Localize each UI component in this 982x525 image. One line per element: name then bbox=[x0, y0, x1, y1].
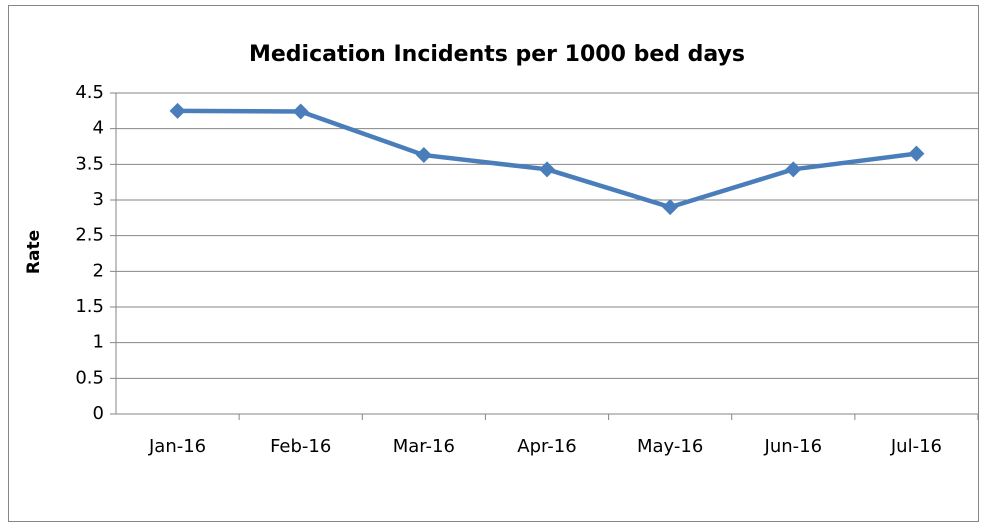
data-point bbox=[415, 147, 432, 164]
data-point bbox=[539, 161, 555, 178]
y-tick-label: 0 bbox=[93, 403, 104, 424]
x-tick-label: Feb-16 bbox=[270, 436, 331, 457]
x-tick-label: Apr-16 bbox=[517, 436, 576, 457]
x-tick-label: Mar-16 bbox=[393, 436, 455, 457]
y-tick-label: 4 bbox=[93, 118, 104, 139]
y-tick-label: 0.5 bbox=[75, 367, 104, 388]
data-point bbox=[169, 102, 186, 119]
x-tick-label: May-16 bbox=[637, 436, 703, 457]
y-tick-label: 1.5 bbox=[75, 296, 104, 317]
data-point bbox=[908, 145, 925, 162]
y-axis-label: Rate bbox=[24, 230, 44, 274]
x-tick-label: Jun-16 bbox=[764, 436, 823, 457]
chart-title: Medication Incidents per 1000 bed days bbox=[249, 42, 745, 67]
x-tick-label: Jul-16 bbox=[890, 436, 942, 457]
y-tick-label: 3 bbox=[93, 189, 104, 210]
y-tick-label: 4.5 bbox=[75, 82, 104, 103]
y-tick-label: 1 bbox=[93, 332, 104, 353]
y-tick-label: 2 bbox=[93, 260, 104, 281]
data-point bbox=[292, 103, 309, 120]
x-tick-label: Jan-16 bbox=[148, 436, 206, 457]
data-point bbox=[662, 199, 679, 216]
y-tick-label: 3.5 bbox=[75, 153, 104, 174]
data-point bbox=[785, 161, 802, 178]
y-tick-label: 2.5 bbox=[75, 225, 104, 246]
chart-frame bbox=[8, 5, 979, 522]
